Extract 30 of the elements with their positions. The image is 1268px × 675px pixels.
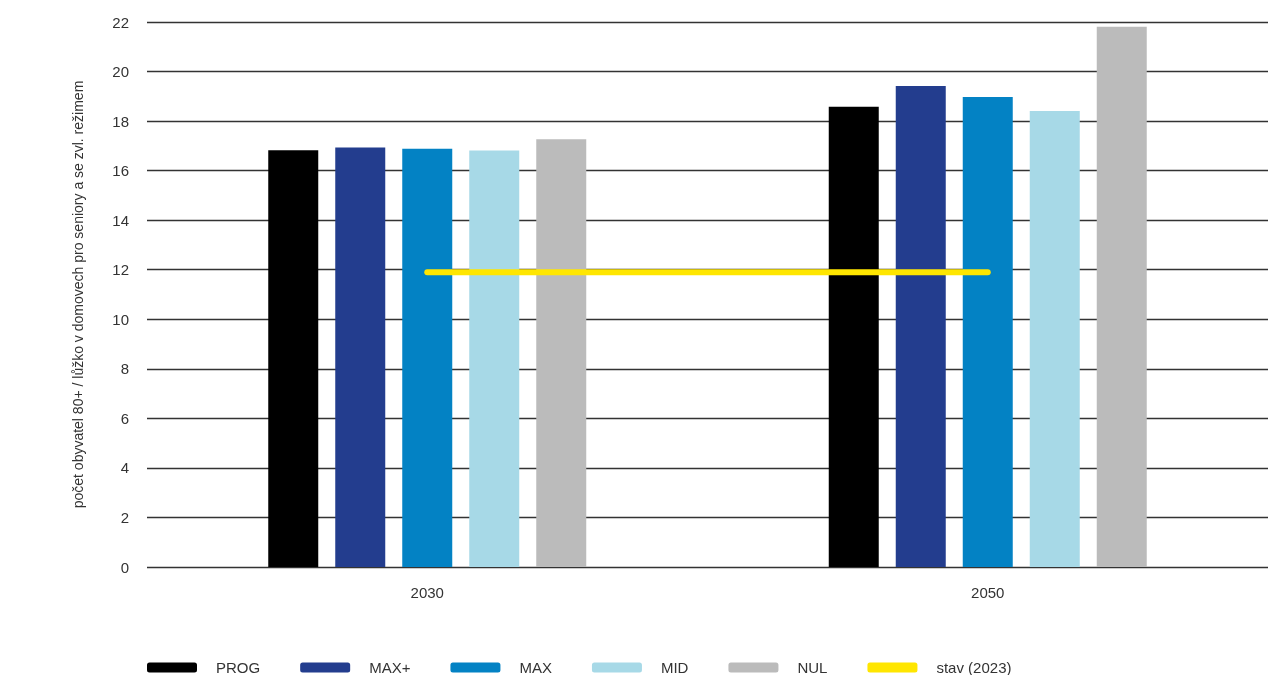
y-tick-label: 22 bbox=[112, 13, 129, 31]
x-tick-label: 2050 bbox=[971, 584, 1005, 601]
bar bbox=[536, 139, 587, 567]
x-tick-label: 2030 bbox=[410, 584, 444, 601]
y-tick-label: 6 bbox=[120, 409, 129, 427]
legend-label: MAX+ bbox=[369, 659, 411, 675]
bar bbox=[335, 147, 386, 567]
y-tick-label: 18 bbox=[112, 112, 129, 130]
legend-label: NUL bbox=[797, 659, 828, 675]
bar bbox=[1096, 26, 1147, 567]
bar bbox=[268, 150, 319, 567]
bar bbox=[1029, 110, 1080, 567]
y-tick-label: 4 bbox=[120, 459, 129, 477]
y-tick-label: 14 bbox=[112, 211, 129, 229]
y-tick-label: 8 bbox=[120, 360, 129, 378]
legend-label: MID bbox=[660, 659, 689, 675]
legend-label: MAX bbox=[519, 659, 552, 675]
y-tick-label: 16 bbox=[112, 162, 129, 180]
legend-label: PROG bbox=[216, 659, 261, 675]
bar bbox=[828, 106, 879, 567]
y-tick-label: 2 bbox=[120, 508, 129, 526]
y-tick-label: 0 bbox=[120, 558, 129, 576]
y-tick-label: 10 bbox=[112, 310, 129, 328]
y-tick-label: 12 bbox=[112, 261, 129, 279]
bar bbox=[469, 150, 520, 567]
bar bbox=[402, 148, 453, 567]
bar bbox=[962, 97, 1013, 567]
bar bbox=[895, 85, 946, 567]
y-axis-title: počet obyvatel 80+ / lůžko v domovech pro seniory a se zvl. režimem bbox=[70, 80, 86, 509]
y-tick-label: 20 bbox=[112, 63, 129, 81]
